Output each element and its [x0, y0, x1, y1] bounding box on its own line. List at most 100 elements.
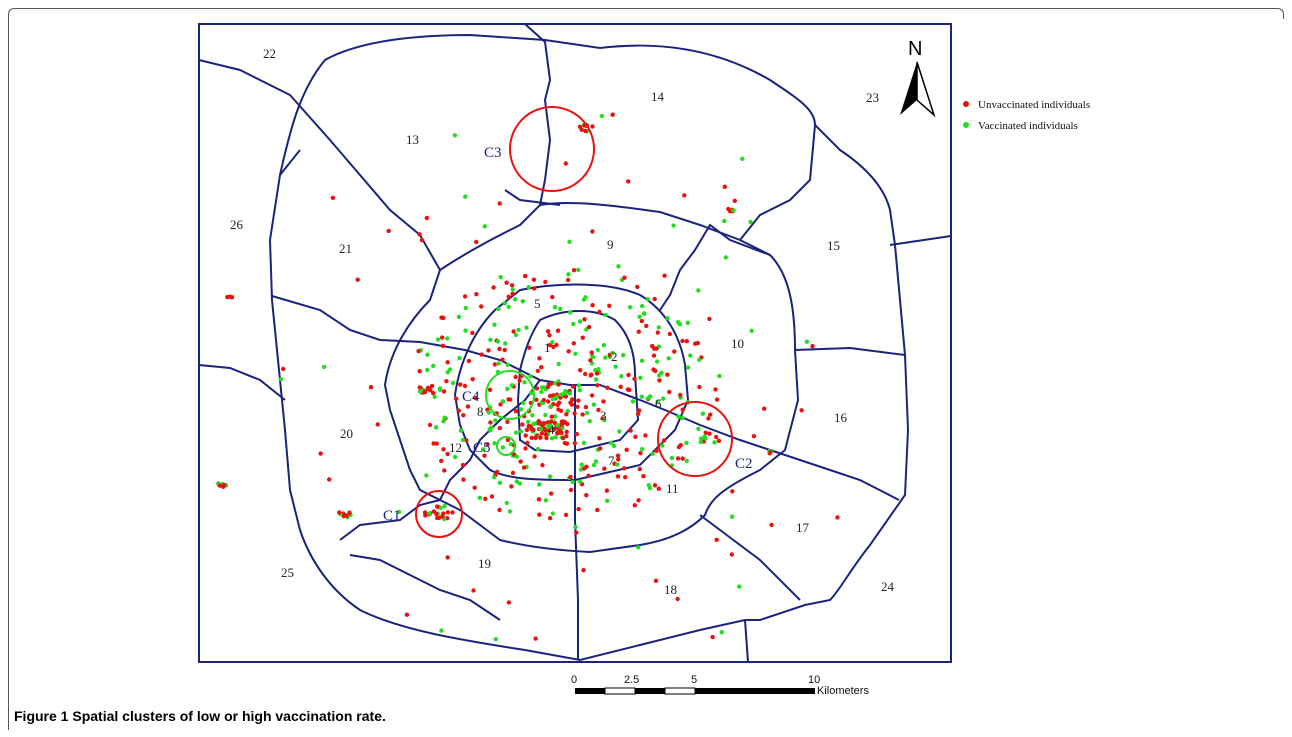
vaccinated-dot [684, 440, 689, 446]
vaccinated-dot [630, 399, 636, 404]
unvaccinated-dot [465, 404, 471, 409]
vaccinated-dot [520, 299, 525, 304]
unvaccinated-dot [404, 612, 410, 617]
vaccinated-dot [637, 314, 642, 319]
unvaccinated-dot [665, 372, 670, 377]
unvaccinated-dot [583, 404, 589, 410]
vaccinated-dot [749, 328, 754, 333]
unvaccinated-dot [580, 412, 585, 417]
unvaccinated-dot [460, 462, 466, 468]
vaccinated-dot [516, 327, 521, 333]
scale-bar: 0 2.5 5 10 Kilometers [571, 674, 869, 697]
unvaccinated-dot [549, 414, 554, 419]
unvaccinated-dot [594, 371, 600, 376]
vaccinated-dot [498, 275, 503, 280]
unvaccinated-dot [527, 345, 532, 350]
vaccinated-dot [696, 288, 701, 293]
vaccinated-dot [503, 341, 508, 346]
unvaccinated-dot [434, 441, 439, 446]
vaccinated-dot [696, 426, 701, 431]
unvaccinated-dot [605, 385, 610, 390]
vaccinated-dot [537, 482, 542, 487]
cluster-c4-circle [485, 370, 535, 420]
unvaccinated-dot [708, 412, 713, 417]
unvaccinated-dot [386, 228, 391, 234]
vaccinated-dot [568, 310, 573, 315]
vaccinated-dot [535, 446, 541, 452]
vaccinated-dot [616, 264, 621, 269]
vaccinated-dot [698, 436, 704, 441]
vaccinated-dot [737, 584, 742, 589]
vaccinated-dot [425, 352, 430, 357]
unvaccinated-dot [431, 509, 437, 514]
unvaccinated-dot [563, 512, 569, 518]
unvaccinated-dot [541, 397, 547, 403]
vaccinated-dot [497, 480, 503, 485]
unvaccinated-dot [520, 422, 525, 427]
unvaccinated-dot [551, 344, 556, 350]
scale-segment [635, 688, 665, 694]
unvaccinated-dot [440, 335, 445, 340]
unvaccinated-dot [618, 384, 623, 389]
vaccinated-dot [640, 447, 645, 452]
unvaccinated-dot [604, 488, 610, 493]
vaccinated-dot [577, 319, 583, 324]
unvaccinated-dot [533, 636, 538, 641]
vaccinated-dot [510, 287, 515, 292]
vaccinated-dot [621, 353, 626, 358]
unvaccinated-dot [624, 447, 629, 452]
vaccinated-dot [447, 367, 453, 372]
vaccinated-dot [584, 410, 590, 416]
unvaccinated-dot [462, 383, 468, 389]
unvaccinated-dot [532, 454, 537, 459]
unvaccinated-dot [523, 273, 528, 279]
vaccinated-dot [524, 325, 529, 330]
unvaccinated-dot [368, 385, 374, 390]
vaccinated-dot [555, 423, 560, 428]
unvaccinated-dot [643, 433, 648, 438]
unvaccinated-dot [560, 421, 566, 426]
vaccinated-dot [601, 343, 606, 348]
vaccinated-dot [719, 630, 724, 635]
vaccinated-dot [435, 337, 441, 342]
unvaccinated-dot [626, 372, 631, 378]
vaccinated-dot [546, 424, 551, 430]
unvaccinated-dot [375, 422, 380, 427]
unvaccinated-dot [466, 358, 472, 364]
unvaccinated-dot [543, 432, 549, 437]
unvaccinated-dot [662, 273, 667, 278]
north-arrow-icon [900, 62, 917, 115]
vaccinated-dot [550, 340, 555, 345]
unvaccinated-dot [425, 386, 430, 391]
unvaccinated-dot [710, 634, 715, 640]
unvaccinated-dot [595, 383, 600, 388]
vaccinated-dot [603, 312, 608, 318]
unvaccinated-dot [810, 344, 815, 349]
vaccinated-dot [576, 383, 581, 388]
unvaccinated-dot [632, 503, 637, 508]
unvaccinated-dot [586, 324, 592, 330]
vaccinated-dot [723, 255, 728, 260]
unvaccinated-dot [445, 360, 450, 365]
unvaccinated-dot [578, 368, 583, 373]
district-label: 15 [827, 238, 840, 253]
unvaccinated-dot [543, 279, 548, 285]
district-label: 10 [731, 336, 744, 351]
district-boundaries [198, 23, 952, 663]
vaccinated-dot [278, 376, 284, 382]
vaccinated-dot [522, 380, 527, 385]
unvaccinated-dot [497, 507, 502, 513]
district-label: 1 [544, 340, 551, 355]
vaccinated-dot [437, 387, 443, 393]
unvaccinated-dot [623, 475, 628, 480]
district-label: 9 [607, 237, 614, 252]
unvaccinated-dot [714, 434, 719, 440]
vaccinated-dot [595, 347, 601, 353]
vaccinated-dot [493, 418, 498, 423]
unvaccinated-dot [513, 374, 518, 380]
vaccinated-dot [591, 402, 597, 407]
unvaccinated-dot [626, 179, 631, 184]
vaccinated-dot [655, 359, 660, 364]
vaccinated-dot [502, 301, 508, 306]
unvaccinated-dot [570, 384, 576, 389]
